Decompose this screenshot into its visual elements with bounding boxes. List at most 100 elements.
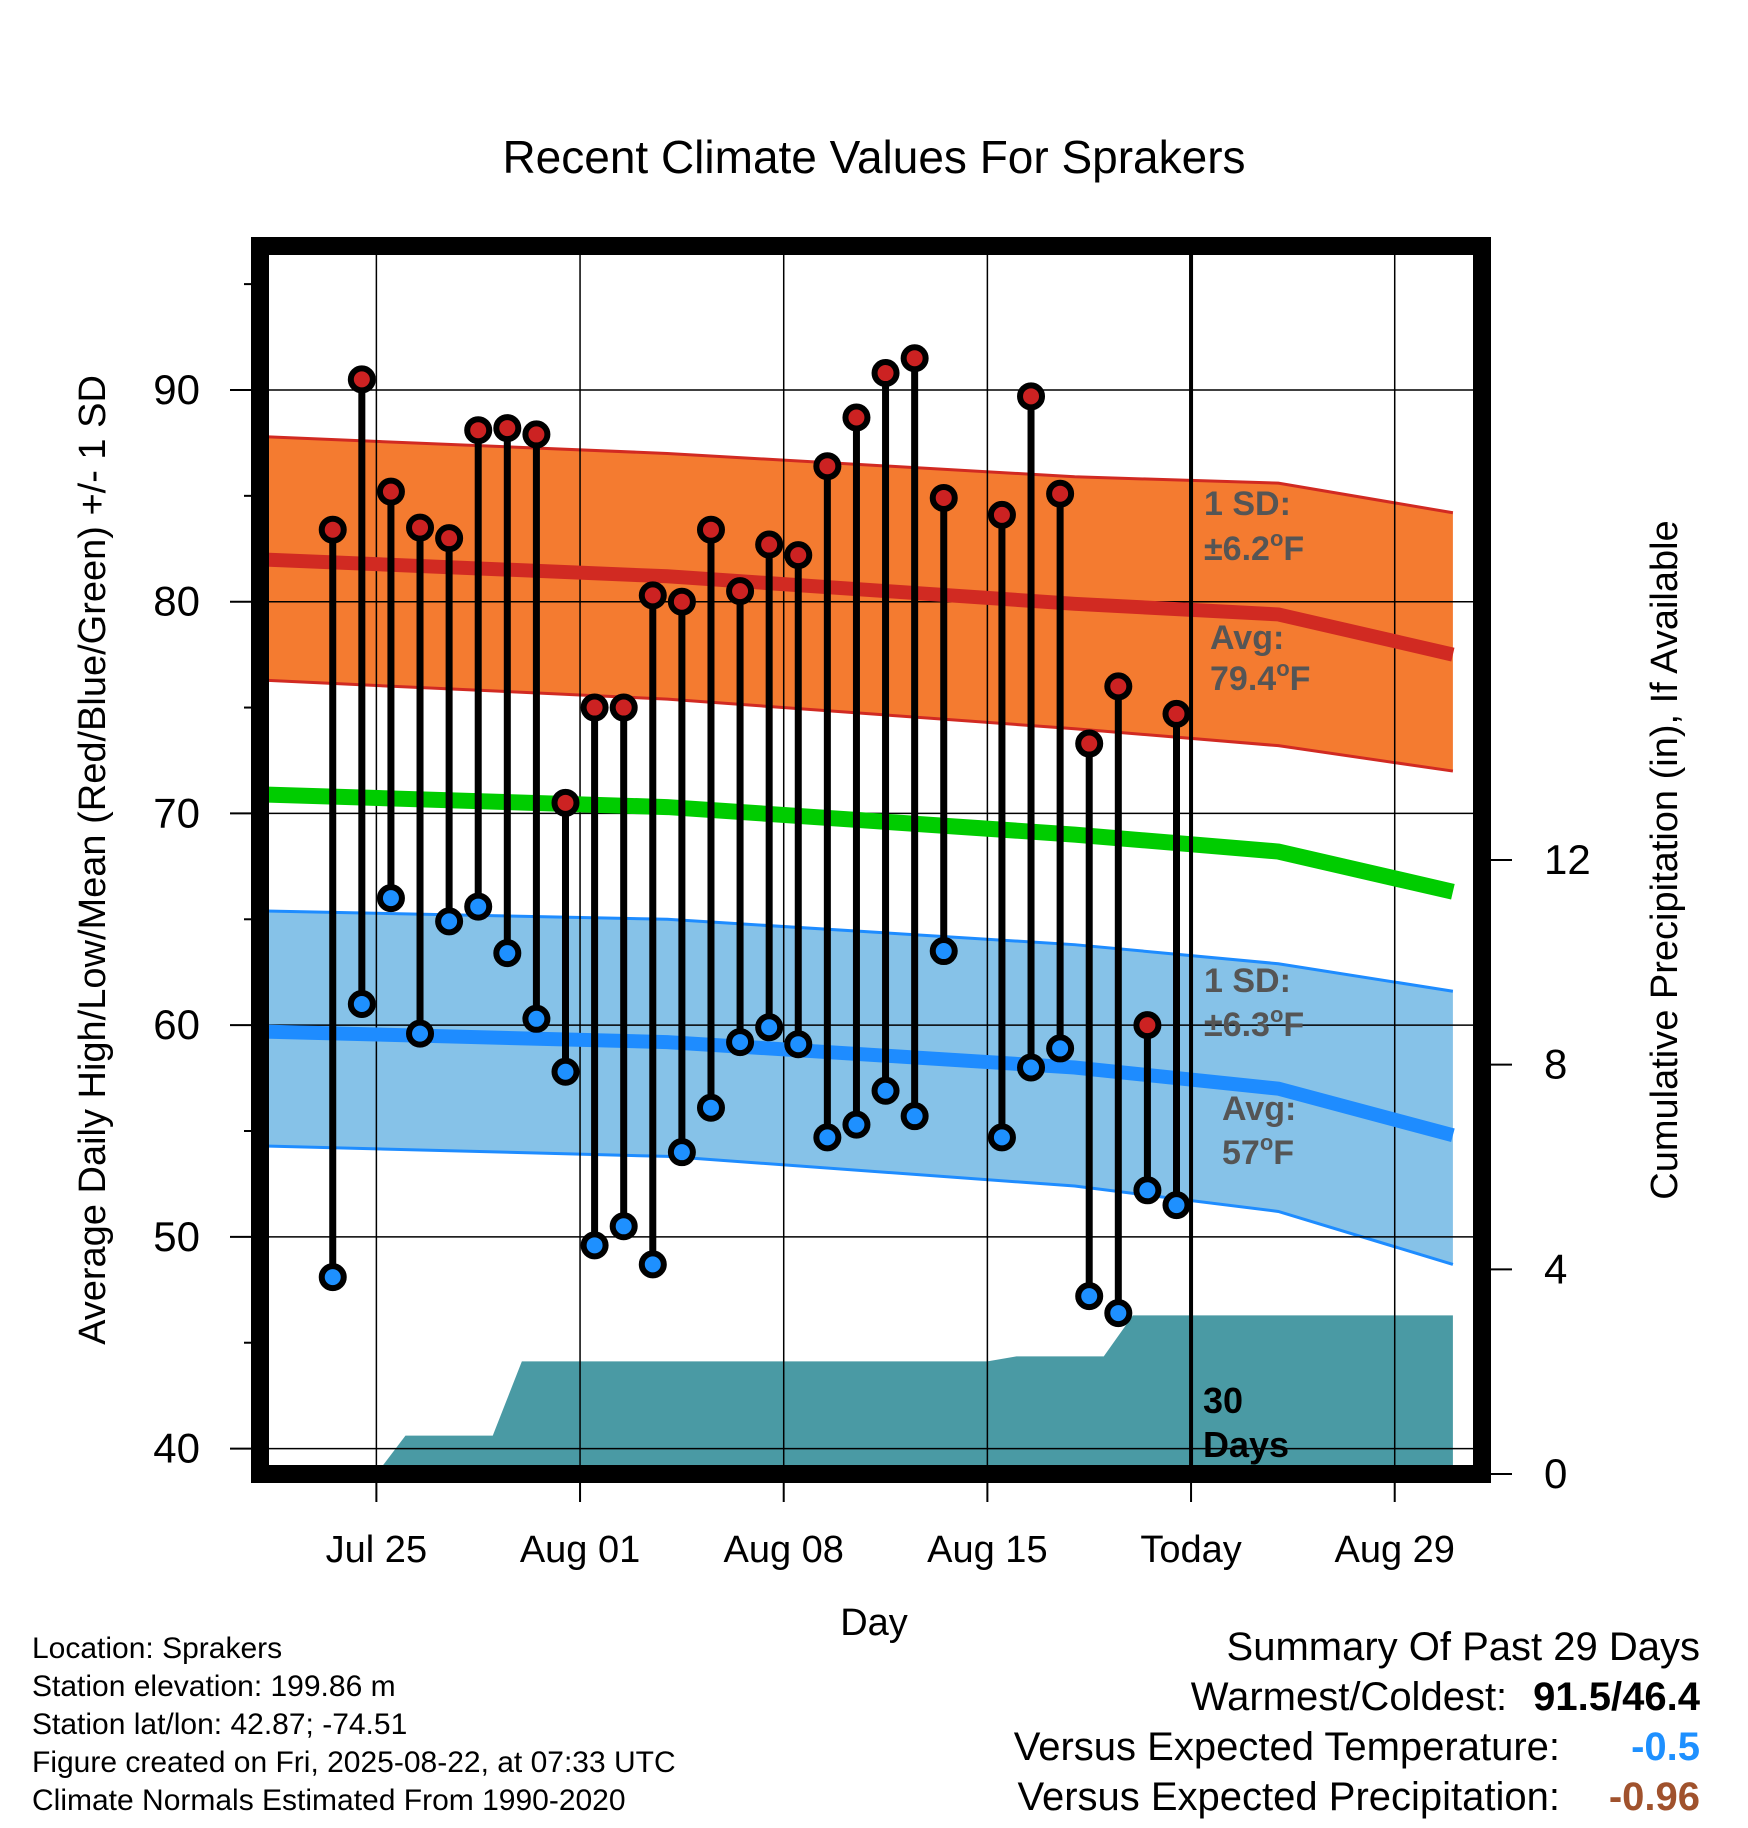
- low-point: [638, 1250, 667, 1279]
- y-tick-label: 40: [153, 1425, 200, 1472]
- high-point: [376, 477, 405, 506]
- low-avg-value: 57oF: [1222, 1130, 1294, 1172]
- low-point: [522, 1004, 551, 1033]
- days-label-count: 30: [1203, 1380, 1243, 1421]
- summary-title: Summary Of Past 29 Days: [1226, 1625, 1700, 1669]
- precip-value: -0.96: [1608, 1775, 1700, 1819]
- location-text: Location: Sprakers: [32, 1632, 283, 1665]
- x-tick-label: Jul 25: [326, 1529, 427, 1571]
- days-label-word: Days: [1203, 1424, 1289, 1465]
- high-sd-value: ±6.2oF: [1204, 526, 1304, 568]
- y-tick-label: 90: [153, 366, 200, 413]
- x-axis-label: Day: [840, 1602, 908, 1644]
- y-tick-label: 60: [153, 1001, 200, 1048]
- high-point: [1075, 729, 1104, 758]
- high-point: [406, 513, 435, 542]
- latlon-text: Station lat/lon: 42.87; -74.51: [32, 1708, 408, 1741]
- low-point: [318, 1263, 347, 1292]
- summary-warm-cold: Warmest/Coldest: 91.5/46.4: [1014, 1672, 1700, 1722]
- high-point: [726, 577, 755, 606]
- high-point: [755, 530, 784, 559]
- low-point: [900, 1102, 929, 1131]
- low-point: [493, 939, 522, 968]
- annotations: 1 SD: ±6.2oF Avg: 79.4oF 1 SD: ±6.3oF Av…: [1204, 485, 1310, 1172]
- low-point: [929, 937, 958, 966]
- low-sd-label: 1 SD:: [1204, 962, 1291, 1000]
- low-sd-value: ±6.3oF: [1204, 1002, 1304, 1044]
- precip-fill: [260, 1315, 1453, 1474]
- low-sd-band-upper-edge: [259, 909, 1454, 993]
- low-point: [1162, 1191, 1191, 1220]
- y2-tick-label: 4: [1544, 1245, 1567, 1292]
- days-label: 30 Days: [1203, 1380, 1289, 1465]
- temp-value: -0.5: [1631, 1725, 1700, 1769]
- low-sd-band-lower-edge: [259, 1144, 1454, 1266]
- x-tick-label: Aug 01: [520, 1529, 640, 1571]
- low-point: [580, 1231, 609, 1260]
- summary-temp: Versus Expected Temperature: -0.5: [1014, 1722, 1700, 1772]
- high-sd-label: 1 SD:: [1204, 485, 1291, 523]
- y2-tick-label: 0: [1544, 1450, 1567, 1497]
- normals-text: Climate Normals Estimated From 1990-2020: [32, 1784, 626, 1817]
- high-point: [464, 416, 493, 445]
- low-point: [1046, 1034, 1075, 1063]
- high-sd-band-upper-edge: [259, 435, 1454, 515]
- low-avg-label: Avg:: [1222, 1090, 1296, 1128]
- high-point: [493, 414, 522, 443]
- low-point: [551, 1057, 580, 1086]
- precip-label: Versus Expected Precipitation:: [1017, 1775, 1560, 1819]
- observations: [318, 344, 1191, 1328]
- high-point: [318, 515, 347, 544]
- low-point: [376, 884, 405, 913]
- warm-cold-label: Warmest/Coldest:: [1190, 1675, 1508, 1719]
- summary-precip: Versus Expected Precipitation: -0.96: [1014, 1772, 1700, 1822]
- high-point: [813, 452, 842, 481]
- high-point: [900, 344, 929, 373]
- high-point: [667, 587, 696, 616]
- plot-frame: [251, 237, 1491, 1483]
- high-point: [696, 515, 725, 544]
- low-point: [784, 1030, 813, 1059]
- high-point: [609, 693, 638, 722]
- high-point: [842, 403, 871, 432]
- low-point: [871, 1076, 900, 1105]
- low-point: [435, 907, 464, 936]
- high-point: [871, 359, 900, 388]
- high-point: [551, 788, 580, 817]
- high-point: [929, 483, 958, 512]
- station-info: Location: Sprakers Station elevation: 19…: [32, 1630, 676, 1820]
- high-sd-band-lower-edge: [259, 678, 1454, 773]
- low-point: [987, 1123, 1016, 1152]
- high-avg-label: Avg:: [1210, 619, 1284, 657]
- high-avg-value: 79.4oF: [1210, 656, 1310, 698]
- low-point: [1104, 1299, 1133, 1328]
- normal-high-line: [259, 552, 1455, 662]
- high-point: [638, 581, 667, 610]
- low-point: [813, 1123, 842, 1152]
- low-point: [1017, 1053, 1046, 1082]
- y2-tick-label: 8: [1544, 1041, 1567, 1088]
- y2-axis-label: Cumulative Precipitation (in), If Availa…: [1644, 520, 1686, 1199]
- warm-cold-value: 91.5/46.4: [1533, 1675, 1700, 1719]
- x-tick-label: Today: [1140, 1529, 1241, 1571]
- y-tick-label: 70: [153, 789, 200, 836]
- normal-mean-line: [259, 786, 1455, 900]
- normal-lines: [259, 246, 1455, 1474]
- temp-label: Versus Expected Temperature:: [1013, 1725, 1560, 1769]
- chart-title: Recent Climate Values For Sprakers: [502, 131, 1245, 183]
- low-point: [755, 1013, 784, 1042]
- low-point: [347, 989, 376, 1018]
- precip-area: [260, 1315, 1453, 1474]
- elevation-text: Station elevation: 199.86 m: [32, 1670, 396, 1703]
- low-point: [464, 892, 493, 921]
- high-point: [1046, 479, 1075, 508]
- high-point: [1162, 699, 1191, 728]
- high-point: [347, 365, 376, 394]
- normal-low-line: [259, 1024, 1455, 1143]
- high-point: [987, 500, 1016, 529]
- summary-panel: Summary Of Past 29 Days Warmest/Coldest:…: [1014, 1622, 1700, 1822]
- low-point: [726, 1028, 755, 1057]
- high-point: [522, 420, 551, 449]
- high-point: [1104, 672, 1133, 701]
